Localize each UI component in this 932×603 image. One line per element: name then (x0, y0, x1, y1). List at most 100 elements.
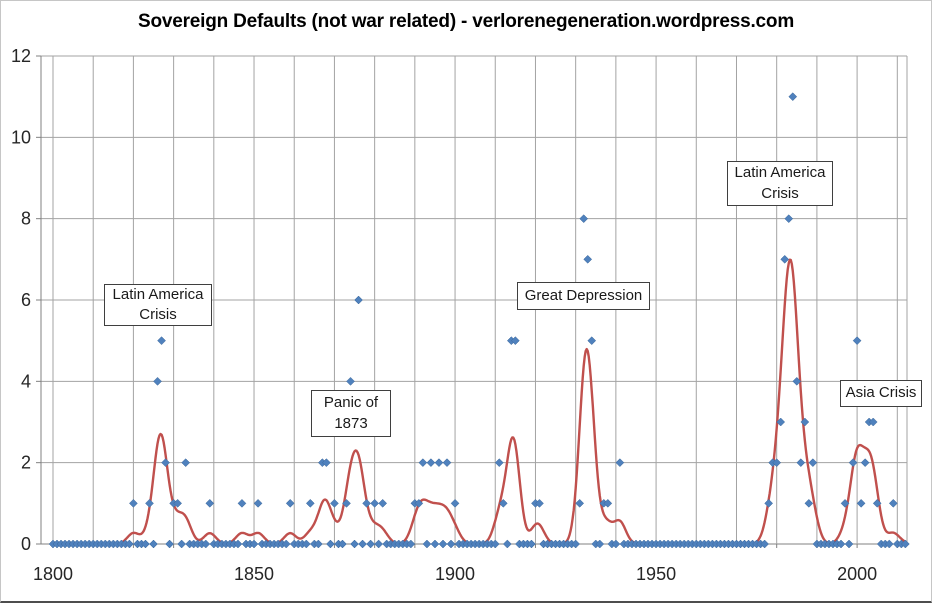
y-axis-label-6: 6 (21, 290, 31, 310)
scatter-point-1851 (253, 498, 263, 508)
scatter-point-1984 (788, 92, 798, 102)
scatter-point-1878 (362, 498, 371, 508)
scatter-point-1938 (603, 498, 613, 508)
scatter-point-1827 (157, 336, 166, 346)
scatter-point-1870 (330, 498, 339, 508)
annotation-text: 1873 (334, 414, 368, 432)
scatter-point-1869 (326, 539, 335, 549)
scatter-point-1820 (129, 498, 138, 508)
scatter-point-1873 (342, 498, 351, 508)
scatter-point-1892 (418, 458, 428, 468)
y-axis-label-10: 10 (11, 127, 31, 147)
scatter-point-1941 (615, 458, 625, 468)
scatter-point-1893 (422, 539, 432, 549)
annotation-box-0: Latin America Crisis (104, 284, 212, 326)
annotation-text: Panic of (323, 394, 379, 412)
scatter-point-1988 (804, 498, 814, 508)
scatter-point-1910 (490, 539, 500, 549)
scatter-point-1930 (571, 539, 581, 549)
scatter-point-1880 (370, 498, 379, 508)
scatter-point-1858 (281, 539, 291, 549)
y-axis-label-4: 4 (21, 371, 31, 391)
scatter-point-1866 (313, 539, 323, 549)
scatter-point-1824 (145, 498, 154, 508)
scatter-point-1900 (450, 498, 460, 508)
y-axis-label-0: 0 (21, 534, 31, 554)
annotation-box-2: Great Depression (517, 282, 650, 310)
scatter-point-1819 (125, 539, 134, 549)
scatter-point-1832 (177, 539, 187, 549)
scatter-point-1987 (800, 417, 810, 427)
scatter-point-1875 (350, 539, 359, 549)
scatter-point-1831 (173, 498, 182, 508)
scatter-point-1826 (153, 376, 162, 386)
scatter-point-1915 (511, 336, 520, 346)
scatter-point-1898 (442, 458, 452, 468)
scatter-point-1980 (772, 458, 782, 468)
scatter-point-1934 (587, 336, 597, 346)
scatter-point-1839 (205, 498, 215, 508)
scatter-point-1863 (301, 539, 311, 549)
annotation-box-4: Asia Crisis (840, 380, 922, 407)
scatter-point-1981 (776, 417, 786, 427)
scatter-point-1882 (378, 498, 388, 508)
scatter-point-1978 (764, 498, 774, 508)
scatter-point-1933 (583, 254, 593, 264)
scatter-point-1989 (808, 458, 818, 468)
scatter-point-1911 (494, 458, 504, 468)
scatter-point-1932 (579, 214, 589, 224)
scatter-point-1881 (374, 539, 384, 549)
chart-title: Sovereign Defaults (not war related) - v… (137, 11, 795, 32)
scatter-point-1889 (406, 539, 416, 549)
scatter-point-1913 (502, 539, 512, 549)
y-axis-label-2: 2 (21, 453, 31, 473)
scatter-point-1846 (233, 539, 243, 549)
scatter-point-1982 (780, 254, 790, 264)
scatter-point-1897 (438, 539, 448, 549)
scatter-point-2009 (888, 498, 898, 508)
annotation-text: Latin America (112, 285, 204, 303)
scatter-point-1895 (430, 539, 440, 549)
x-axis-label-1850: 1850 (234, 564, 274, 584)
scatter-point-1833 (181, 458, 191, 468)
scatter-point-1999 (848, 458, 858, 468)
scatter-point-1859 (285, 498, 295, 508)
scatter-point-2000 (852, 336, 862, 346)
x-axis-label-1950: 1950 (636, 564, 676, 584)
annotation-text: Crisis (761, 184, 799, 202)
x-axis-label-1900: 1900 (435, 564, 475, 584)
y-axis-label-8: 8 (21, 209, 31, 229)
x-axis-label-1800: 1800 (33, 564, 73, 584)
scatter-point-1921 (535, 498, 544, 508)
scatter-point-1919 (527, 539, 536, 549)
scatter-point-1936 (595, 539, 605, 549)
scatter-point-1997 (840, 498, 850, 508)
scatter-point-2001 (856, 498, 866, 508)
annotation-text: Latin America (734, 164, 826, 182)
y-axis-label-12: 12 (11, 46, 31, 66)
x-axis-label-2000: 2000 (837, 564, 877, 584)
scatter-point-2008 (884, 539, 894, 549)
scatter-point-1838 (201, 539, 211, 549)
annotation-text: Great Depression (524, 286, 643, 304)
scatter-point-1891 (414, 498, 424, 508)
scatter-point-1876 (354, 295, 363, 305)
scatter-point-1983 (784, 214, 794, 224)
scatter-point-2002 (860, 458, 870, 468)
scatter-point-1828 (161, 458, 170, 468)
scatter-point-1877 (358, 539, 367, 549)
scatter-point-1912 (498, 498, 508, 508)
annotation-box-3: Latin America Crisis (727, 161, 833, 206)
scatter-point-1850 (249, 539, 259, 549)
scatter-point-1879 (366, 539, 375, 549)
scatter-point-1874 (346, 376, 355, 386)
scatter-point-2012 (900, 539, 910, 549)
scatter-point-1940 (611, 539, 621, 549)
scatter-point-2004 (868, 417, 878, 427)
scatter-point-2005 (872, 498, 882, 508)
scatter-point-1996 (836, 539, 846, 549)
scatter-point-1864 (305, 498, 315, 508)
scatter-point-1823 (141, 539, 150, 549)
scatter-point-1985 (792, 376, 802, 386)
